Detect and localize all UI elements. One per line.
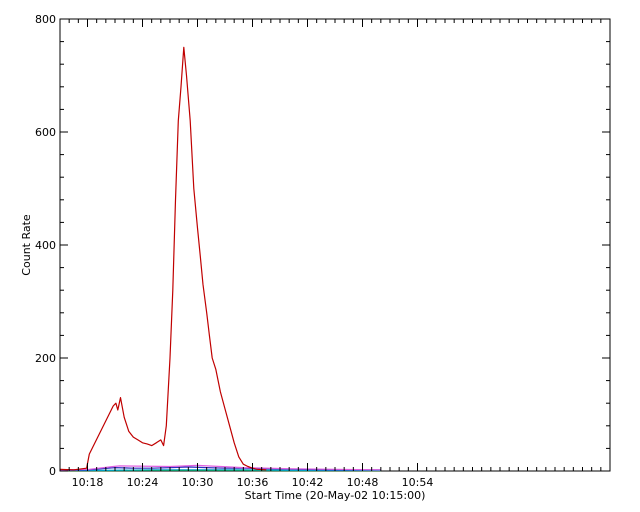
plot-frame [59,18,611,472]
y-tick-label: 400 [35,239,56,252]
series-line [59,464,381,471]
series-line [59,46,267,471]
y-tick-label: 200 [35,352,56,365]
y-tick-label: 600 [35,126,56,139]
x-axis-title: Start Time (20-May-02 10:15:00) [245,489,426,502]
x-axis-ticks: 10:18 10:24 10:30 10:36 10:42 10:48 10:54 [59,19,611,489]
series-line [60,469,381,471]
x-tick-label: 10:18 [72,476,104,489]
y-axis-title: Count Rate [20,214,33,276]
x-tick-label: 10:36 [237,476,269,489]
x-tick-label: 10:42 [292,476,324,489]
y-tick-label: 0 [49,465,56,478]
y-tick-label: 800 [35,13,56,26]
x-tick-label: 10:54 [402,476,434,489]
x-tick-label: 10:48 [347,476,379,489]
y-axis-ticks: 0 200 400 600 800 [35,13,610,478]
series-layer [59,46,381,472]
x-tick-label: 10:24 [127,476,159,489]
x-tick-label: 10:30 [182,476,214,489]
